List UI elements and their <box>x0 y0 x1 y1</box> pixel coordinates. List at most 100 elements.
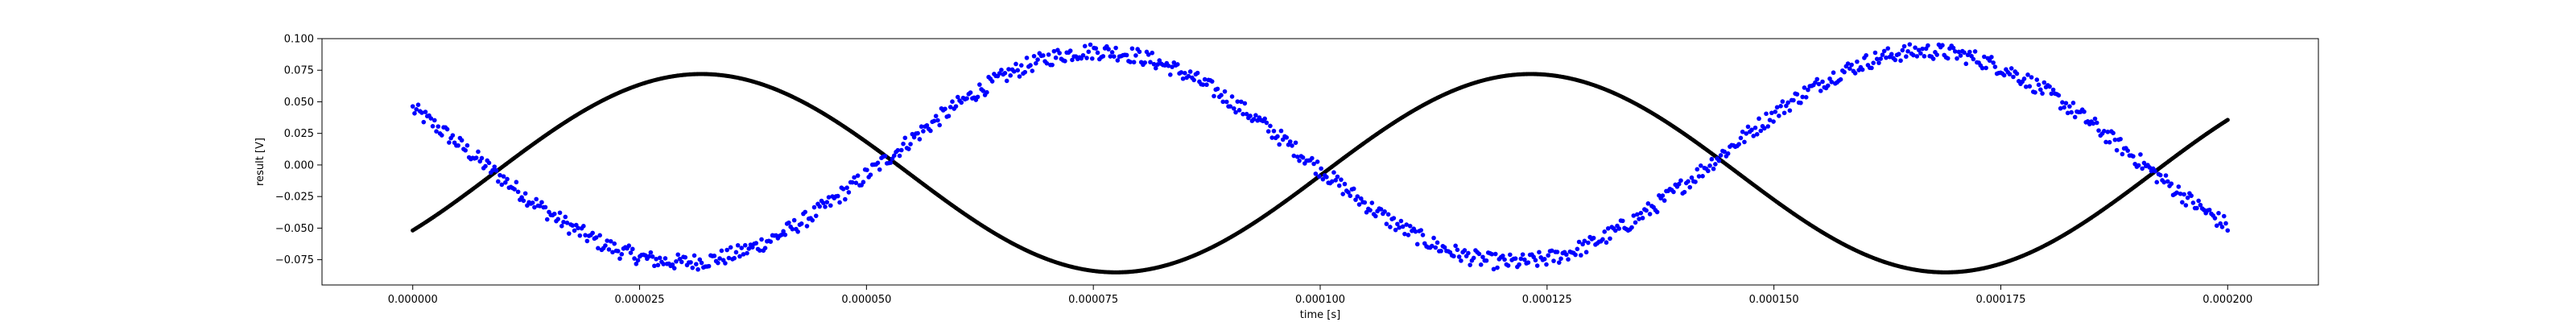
data-point <box>1393 227 1398 233</box>
data-point <box>551 211 557 217</box>
data-point <box>1533 258 1538 263</box>
data-point <box>583 233 588 237</box>
x-tick-label: 0.000200 <box>2202 294 2252 306</box>
data-point <box>539 200 544 205</box>
data-point <box>931 118 937 124</box>
data-point <box>634 261 639 266</box>
data-point <box>1431 235 1436 241</box>
data-point <box>1992 64 1998 69</box>
data-point <box>1620 218 1625 224</box>
data-point <box>1900 47 1905 53</box>
data-point <box>496 179 501 184</box>
data-point <box>928 128 933 134</box>
data-point <box>2161 180 2167 185</box>
data-point <box>1967 49 1972 55</box>
data-point <box>1413 229 1418 234</box>
data-point <box>2092 116 2098 122</box>
data-point <box>820 200 826 205</box>
data-point <box>895 147 901 153</box>
data-point <box>492 164 497 169</box>
data-point <box>901 141 906 147</box>
data-point <box>1089 56 1095 61</box>
data-point <box>1505 263 1511 268</box>
data-point <box>1676 181 1682 187</box>
data-point <box>1765 124 1771 129</box>
data-point <box>1106 47 1111 52</box>
data-point <box>1355 194 1360 199</box>
data-point <box>564 221 570 225</box>
data-point <box>1742 139 1747 145</box>
data-point <box>521 198 526 204</box>
data-point <box>1934 52 1939 57</box>
data-point <box>1803 95 1809 100</box>
data-point <box>1940 43 1945 48</box>
data-point <box>479 155 485 161</box>
data-point <box>1757 116 1761 122</box>
data-point <box>1638 210 1644 216</box>
data-point <box>2025 72 2030 77</box>
data-point <box>1896 52 1901 56</box>
data-point <box>1945 56 1951 61</box>
data-point <box>1640 216 1645 221</box>
data-point <box>739 246 745 250</box>
data-point <box>1707 163 1712 168</box>
data-point <box>1549 248 1554 254</box>
data-point <box>1586 240 1591 246</box>
data-point <box>1517 262 1521 267</box>
data-point <box>2182 192 2186 197</box>
data-point <box>1820 79 1825 85</box>
data-point <box>1050 62 1055 68</box>
data-point <box>1024 56 1030 60</box>
data-point <box>2153 168 2157 174</box>
data-point <box>1718 153 1724 158</box>
data-point <box>1849 62 1854 68</box>
data-point <box>795 229 800 234</box>
x-tick-label: 0.000025 <box>615 294 665 306</box>
data-point <box>906 147 911 151</box>
data-point <box>652 263 657 269</box>
data-point <box>2114 147 2120 153</box>
data-point <box>428 116 434 121</box>
data-point <box>2011 74 2016 80</box>
data-point <box>865 167 869 172</box>
data-point <box>1785 100 1790 105</box>
data-point <box>1320 176 1326 182</box>
data-point <box>1711 166 1716 171</box>
x-tick-label: 0.000150 <box>1749 294 1799 306</box>
y-tick-label: 0.075 <box>284 65 314 77</box>
data-point <box>1100 54 1106 59</box>
data-point <box>1520 252 1525 257</box>
data-point <box>1400 224 1406 229</box>
data-point <box>2212 216 2218 221</box>
data-point <box>1798 100 1803 105</box>
data-point <box>1847 66 1852 71</box>
data-point <box>742 242 748 248</box>
data-point <box>693 262 699 266</box>
data-point <box>1180 76 1186 81</box>
x-axis-label: time [s] <box>1300 309 1340 321</box>
data-point <box>444 126 450 132</box>
data-point <box>997 71 1002 76</box>
data-point <box>690 265 696 270</box>
data-point <box>843 196 848 202</box>
data-point <box>675 252 681 258</box>
data-point <box>1874 56 1880 62</box>
data-point <box>1604 240 1609 246</box>
data-point <box>423 109 428 114</box>
data-point <box>1233 109 1238 115</box>
y-tick-label: 0.050 <box>284 97 314 109</box>
data-point <box>977 82 982 87</box>
data-point <box>1291 153 1297 159</box>
x-tick-label: 0.000075 <box>1068 294 1118 306</box>
y-tick-label: 0.025 <box>284 128 314 140</box>
data-point <box>1179 70 1184 75</box>
data-point <box>1155 62 1160 67</box>
data-point <box>1324 175 1329 180</box>
data-point <box>432 118 437 123</box>
data-point <box>1391 216 1397 221</box>
data-point <box>499 182 505 188</box>
data-point <box>1767 118 1773 122</box>
data-point <box>2007 72 2013 76</box>
data-point <box>1602 229 1607 234</box>
data-point <box>1744 131 1749 136</box>
